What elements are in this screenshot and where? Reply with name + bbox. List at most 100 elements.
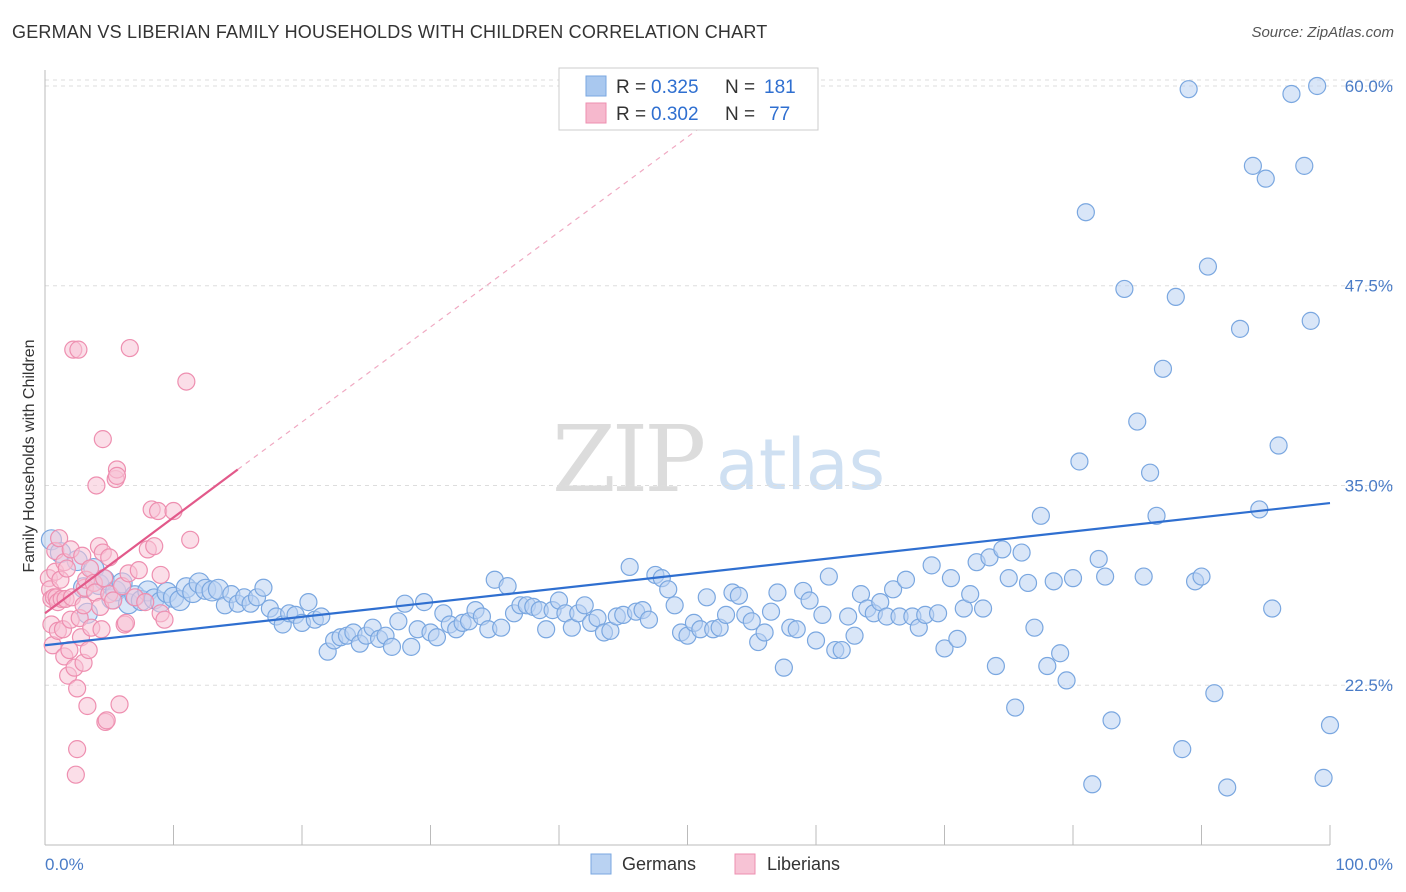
- german-point-161: [1089, 549, 1108, 569]
- x-tick-label-1: 100.0%: [1335, 855, 1393, 874]
- german-point-160: [1076, 203, 1095, 222]
- liberian-point-66: [136, 593, 155, 612]
- y-tick-label-2: 47.5%: [1345, 277, 1393, 296]
- german-point-41: [312, 607, 331, 626]
- legend-n-value-germans: 181: [764, 77, 796, 98]
- german-point-187: [1308, 76, 1327, 96]
- german-point-166: [1134, 567, 1153, 586]
- german-point-39: [299, 593, 318, 612]
- x-tick-label-0: 0.0%: [45, 855, 84, 874]
- y-tick-label-3: 60.0%: [1345, 77, 1393, 96]
- german-point-53: [389, 612, 408, 631]
- watermark: ZIP atlas: [552, 406, 885, 513]
- legend-n-value-liberians: 77: [769, 104, 790, 125]
- german-point-151: [1018, 573, 1038, 593]
- german-point-104: [716, 605, 736, 624]
- german-point-148: [999, 569, 1018, 588]
- german-point-132: [896, 570, 916, 589]
- german-point-178: [1230, 319, 1250, 338]
- liberian-point-69: [145, 537, 164, 556]
- german-point-89: [620, 557, 639, 577]
- german-point-82: [575, 596, 594, 615]
- liberian-point-49: [95, 569, 114, 588]
- watermark-atlas: atlas: [716, 424, 885, 506]
- german-point-162: [1096, 567, 1115, 586]
- bottom-legend-swatch-germans: [590, 853, 612, 875]
- liberian-point-46: [92, 620, 111, 639]
- german-point-159: [1070, 452, 1089, 471]
- german-point-185: [1295, 156, 1314, 175]
- series-liberians: [39, 338, 200, 784]
- german-point-176: [1205, 684, 1224, 703]
- german-point-140: [948, 629, 967, 648]
- liberian-point-48: [93, 430, 112, 449]
- german-point-59: [427, 628, 447, 647]
- trend-lines: [44, 117, 1331, 647]
- german-point-167: [1140, 463, 1160, 482]
- source-label: Source: ZipAtlas.com: [1251, 24, 1394, 41]
- liberian-trend-extension: [237, 117, 714, 470]
- legend-n-label-liberians: N =: [725, 104, 755, 125]
- german-point-150: [1012, 543, 1031, 562]
- german-point-76: [537, 620, 556, 639]
- german-point-156: [1051, 644, 1070, 663]
- liberian-point-51: [97, 711, 116, 730]
- liberian-point-52: [100, 548, 119, 567]
- german-point-155: [1044, 572, 1063, 591]
- german-point-96: [665, 596, 684, 615]
- german-point-157: [1057, 671, 1076, 690]
- german-point-172: [1179, 80, 1198, 99]
- legend-r-value-germans: 0.325: [651, 77, 699, 98]
- german-point-158: [1063, 569, 1083, 588]
- data-points: [39, 76, 1340, 797]
- chart-title: GERMAN VS LIBERIAN FAMILY HOUSEHOLDS WIT…: [12, 22, 768, 42]
- y-tick-label-1: 35.0%: [1345, 476, 1393, 495]
- german-point-137: [928, 604, 948, 623]
- german-point-70: [498, 577, 517, 596]
- bottom-legend: Germans Liberians: [590, 853, 840, 875]
- liberian-point-28: [68, 679, 87, 698]
- german-point-112: [768, 583, 787, 602]
- liberian-point-43: [87, 476, 106, 495]
- german-point-182: [1263, 599, 1282, 618]
- german-point-92: [639, 610, 659, 629]
- german-point-190: [1083, 775, 1102, 794]
- liberian-point-73: [155, 610, 174, 629]
- german-point-177: [1218, 778, 1237, 797]
- german-point-169: [1153, 359, 1173, 378]
- watermark-zip: ZIP: [552, 406, 703, 513]
- german-point-119: [813, 605, 832, 624]
- liberian-point-65: [129, 561, 148, 580]
- legend-n-label-germans: N =: [725, 77, 755, 98]
- german-point-138: [935, 639, 954, 658]
- german-point-152: [1025, 618, 1044, 637]
- y-axis-label: Family Households with Children: [21, 340, 38, 573]
- liberian-point-58: [110, 695, 129, 714]
- liberian-point-29: [69, 340, 88, 359]
- liberian-point-70: [148, 501, 168, 521]
- german-point-147: [993, 540, 1012, 559]
- legend-r-label-liberians: R =: [616, 104, 646, 125]
- german-point-154: [1038, 656, 1057, 676]
- german-point-32: [254, 578, 273, 597]
- german-point-186: [1301, 311, 1320, 330]
- liberian-point-63: [120, 338, 139, 358]
- liberian-point-57: [107, 466, 127, 485]
- german-point-163: [1102, 711, 1121, 730]
- german-point-120: [819, 567, 838, 586]
- german-point-55: [402, 637, 421, 656]
- german-point-170: [1166, 287, 1185, 307]
- german-point-164: [1115, 279, 1134, 299]
- german-point-144: [973, 599, 993, 618]
- german-point-174: [1192, 567, 1211, 586]
- liberian-point-61: [116, 613, 136, 632]
- bottom-legend-liberians: Liberians: [767, 854, 840, 874]
- german-point-52: [382, 637, 402, 656]
- german-point-175: [1198, 257, 1218, 276]
- liberian-point-38: [79, 640, 98, 660]
- german-point-113: [774, 658, 793, 677]
- german-point-122: [832, 640, 851, 660]
- bottom-legend-germans: Germans: [622, 854, 696, 874]
- german-point-117: [800, 591, 819, 610]
